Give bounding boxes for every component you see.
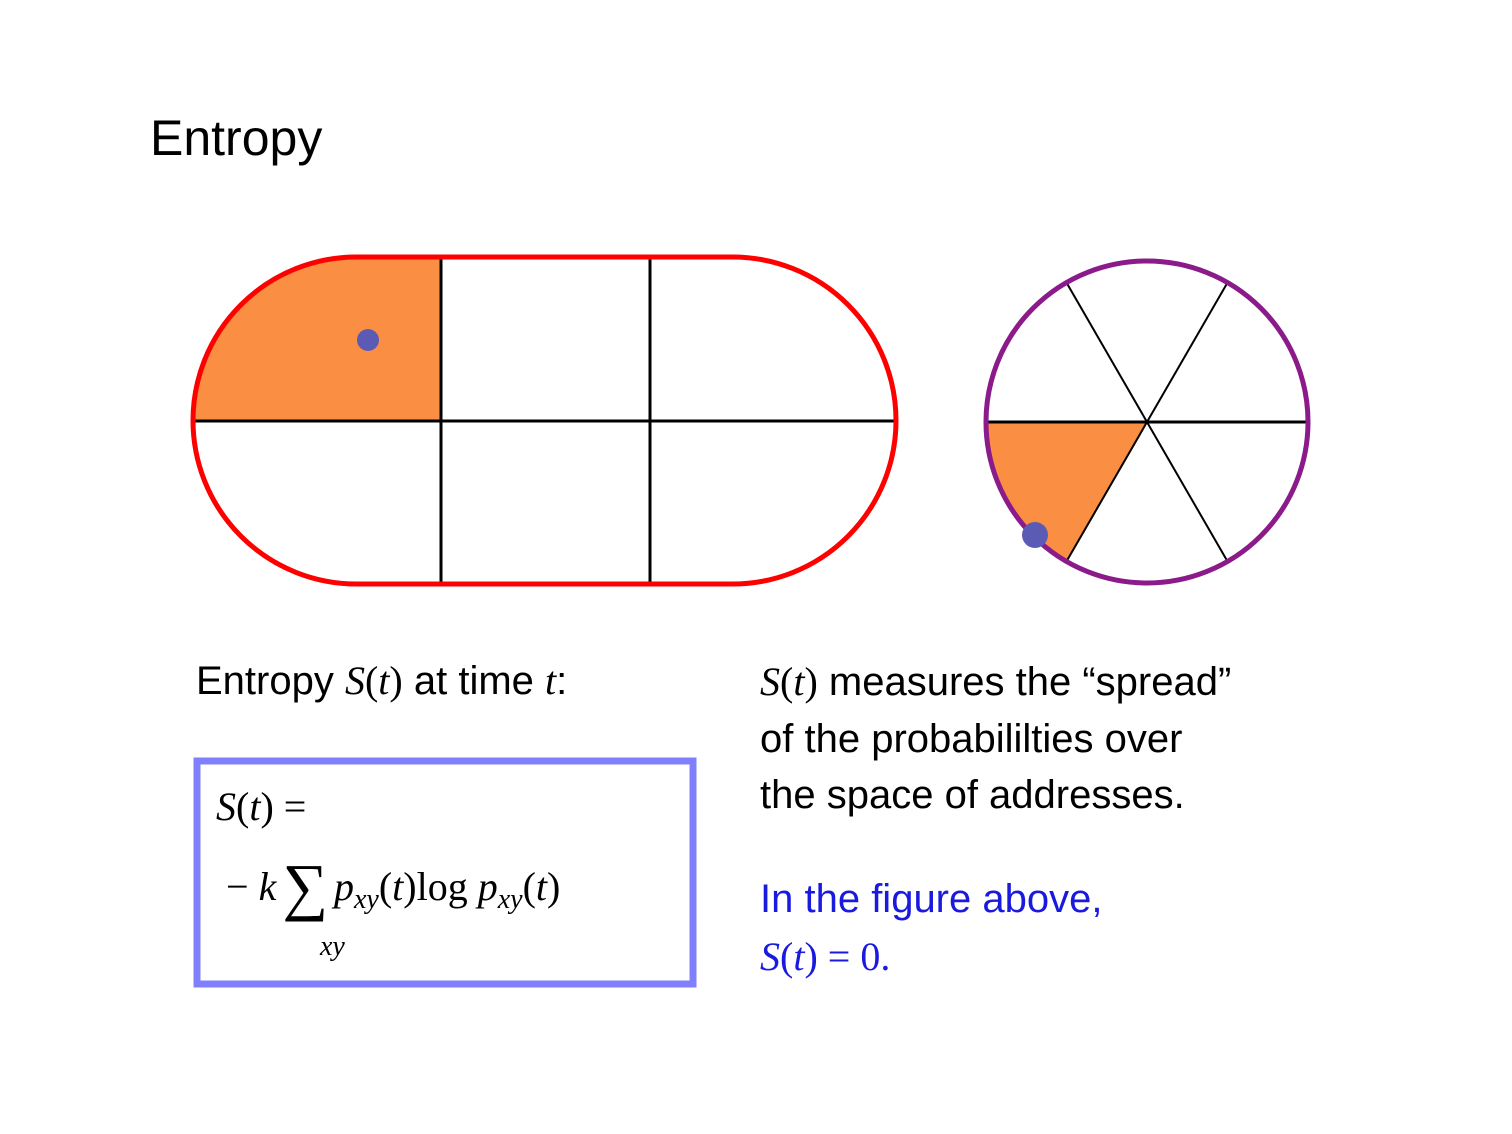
math: t (545, 658, 557, 703)
stadium-boundary (190, 254, 899, 587)
occupied-sector (986, 422, 1147, 562)
caption: Entropy S(t) at time t: (196, 658, 567, 703)
math: )log (403, 864, 477, 909)
math: t (536, 864, 548, 909)
math: t (793, 934, 805, 979)
math: ( (523, 864, 536, 909)
sum-index: xy (319, 931, 345, 962)
subscript: xy (497, 884, 523, 915)
math: − (226, 864, 259, 909)
text: at time (403, 659, 545, 703)
stadium-diagram (190, 254, 899, 587)
math: ( (365, 658, 378, 703)
math: ) (804, 934, 817, 979)
math: = 0. (818, 934, 891, 979)
math: ) (804, 659, 817, 704)
note-line: In the figure above, (760, 877, 1102, 921)
math: t (793, 659, 805, 704)
slide-title: Entropy (150, 110, 322, 166)
math: ( (780, 659, 793, 704)
circle-boundary (983, 258, 1311, 586)
sector-divider (1065, 282, 1229, 562)
occupied-cell (193, 257, 441, 421)
math: ) (547, 864, 560, 909)
formula-box (193, 757, 697, 988)
description-line: of the probabililties over (760, 717, 1182, 761)
math: t (392, 864, 404, 909)
math: ( (236, 784, 249, 829)
math: t (378, 658, 390, 703)
math: t (249, 784, 261, 829)
description-line: S(t) measures the “spread” (760, 659, 1231, 704)
math: S (345, 658, 365, 703)
math: S (216, 784, 236, 829)
math: = (274, 784, 307, 829)
text: : (556, 659, 567, 703)
math: S (760, 934, 780, 979)
text: Entropy (196, 659, 345, 703)
circle-diagram (983, 258, 1311, 586)
math: p (331, 864, 354, 909)
note-line: S(t) = 0. (760, 934, 890, 979)
formula-line: − k∑ pxy(t)log pxy(t) (226, 851, 560, 922)
description-line: the space of addresses. (760, 773, 1185, 817)
particle (1022, 522, 1048, 548)
subscript: xy (353, 884, 379, 915)
math: ) (389, 658, 402, 703)
sum-sign: ∑ (282, 851, 328, 922)
math: ) (260, 784, 273, 829)
math: p (475, 864, 498, 909)
math: ( (780, 934, 793, 979)
text: measures the “spread” (818, 660, 1232, 704)
math: S (760, 659, 780, 704)
particle (357, 329, 379, 351)
math: k (259, 864, 278, 909)
math: ( (379, 864, 392, 909)
formula-line: S(t) = (216, 784, 306, 829)
